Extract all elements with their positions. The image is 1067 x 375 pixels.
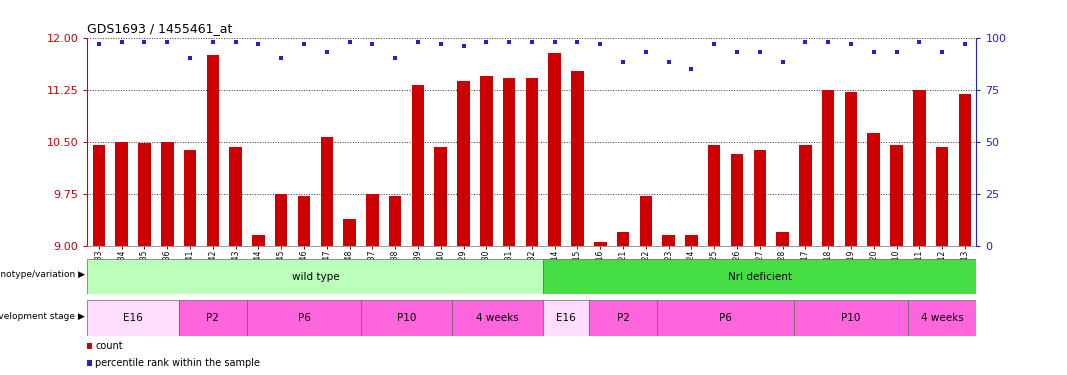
Bar xyxy=(412,85,425,246)
Text: percentile rank within the sample: percentile rank within the sample xyxy=(95,358,260,368)
Bar xyxy=(543,259,976,294)
Bar xyxy=(845,92,857,246)
Bar xyxy=(594,242,606,246)
Text: GDS1693 / 1455461_at: GDS1693 / 1455461_at xyxy=(87,22,233,35)
Bar xyxy=(657,300,794,336)
Bar xyxy=(434,147,447,246)
Bar xyxy=(794,300,908,336)
Bar xyxy=(480,76,493,246)
Text: P6: P6 xyxy=(719,313,732,323)
Text: E16: E16 xyxy=(556,313,576,323)
Text: E16: E16 xyxy=(123,313,143,323)
Bar xyxy=(799,145,812,246)
Bar xyxy=(936,147,949,246)
Text: P10: P10 xyxy=(841,313,861,323)
Bar xyxy=(178,300,248,336)
Text: P2: P2 xyxy=(206,313,220,323)
Bar xyxy=(822,90,834,246)
Bar xyxy=(87,300,178,336)
Bar xyxy=(685,235,698,246)
Text: wild type: wild type xyxy=(291,272,339,282)
Text: 4 weeks: 4 weeks xyxy=(921,313,964,323)
Bar xyxy=(526,78,538,246)
Bar xyxy=(184,150,196,246)
Bar xyxy=(361,300,452,336)
Text: P6: P6 xyxy=(298,313,310,323)
Text: development stage ▶: development stage ▶ xyxy=(0,312,85,321)
Bar xyxy=(139,143,150,246)
Bar xyxy=(87,259,543,294)
Bar xyxy=(663,235,675,246)
Text: P2: P2 xyxy=(617,313,630,323)
Bar xyxy=(777,232,789,246)
Bar xyxy=(958,94,971,246)
Bar xyxy=(229,147,242,246)
Bar xyxy=(731,154,744,246)
Bar xyxy=(275,194,287,246)
Bar xyxy=(388,196,401,246)
Bar xyxy=(707,145,720,246)
Bar xyxy=(639,196,652,246)
Bar xyxy=(344,219,356,246)
Bar xyxy=(248,300,361,336)
Bar xyxy=(913,90,925,246)
Bar xyxy=(298,196,310,246)
Bar xyxy=(503,78,515,246)
Bar xyxy=(548,54,561,246)
Bar xyxy=(161,142,174,246)
Text: genotype/variation ▶: genotype/variation ▶ xyxy=(0,270,85,279)
Bar xyxy=(543,300,589,336)
Text: count: count xyxy=(95,341,123,351)
Bar xyxy=(366,194,379,246)
Text: P10: P10 xyxy=(397,313,416,323)
Bar xyxy=(93,145,106,246)
Text: Nrl deficient: Nrl deficient xyxy=(728,272,792,282)
Text: 4 weeks: 4 weeks xyxy=(476,313,519,323)
Bar xyxy=(753,150,766,246)
Bar xyxy=(452,300,543,336)
Bar xyxy=(589,300,657,336)
Bar xyxy=(252,235,265,246)
Bar xyxy=(890,145,903,246)
Bar xyxy=(617,232,630,246)
Bar xyxy=(571,71,584,246)
Bar xyxy=(908,300,976,336)
Bar xyxy=(207,55,219,246)
Bar xyxy=(458,81,469,246)
Bar xyxy=(320,137,333,246)
Bar xyxy=(867,133,880,246)
Bar xyxy=(115,142,128,246)
